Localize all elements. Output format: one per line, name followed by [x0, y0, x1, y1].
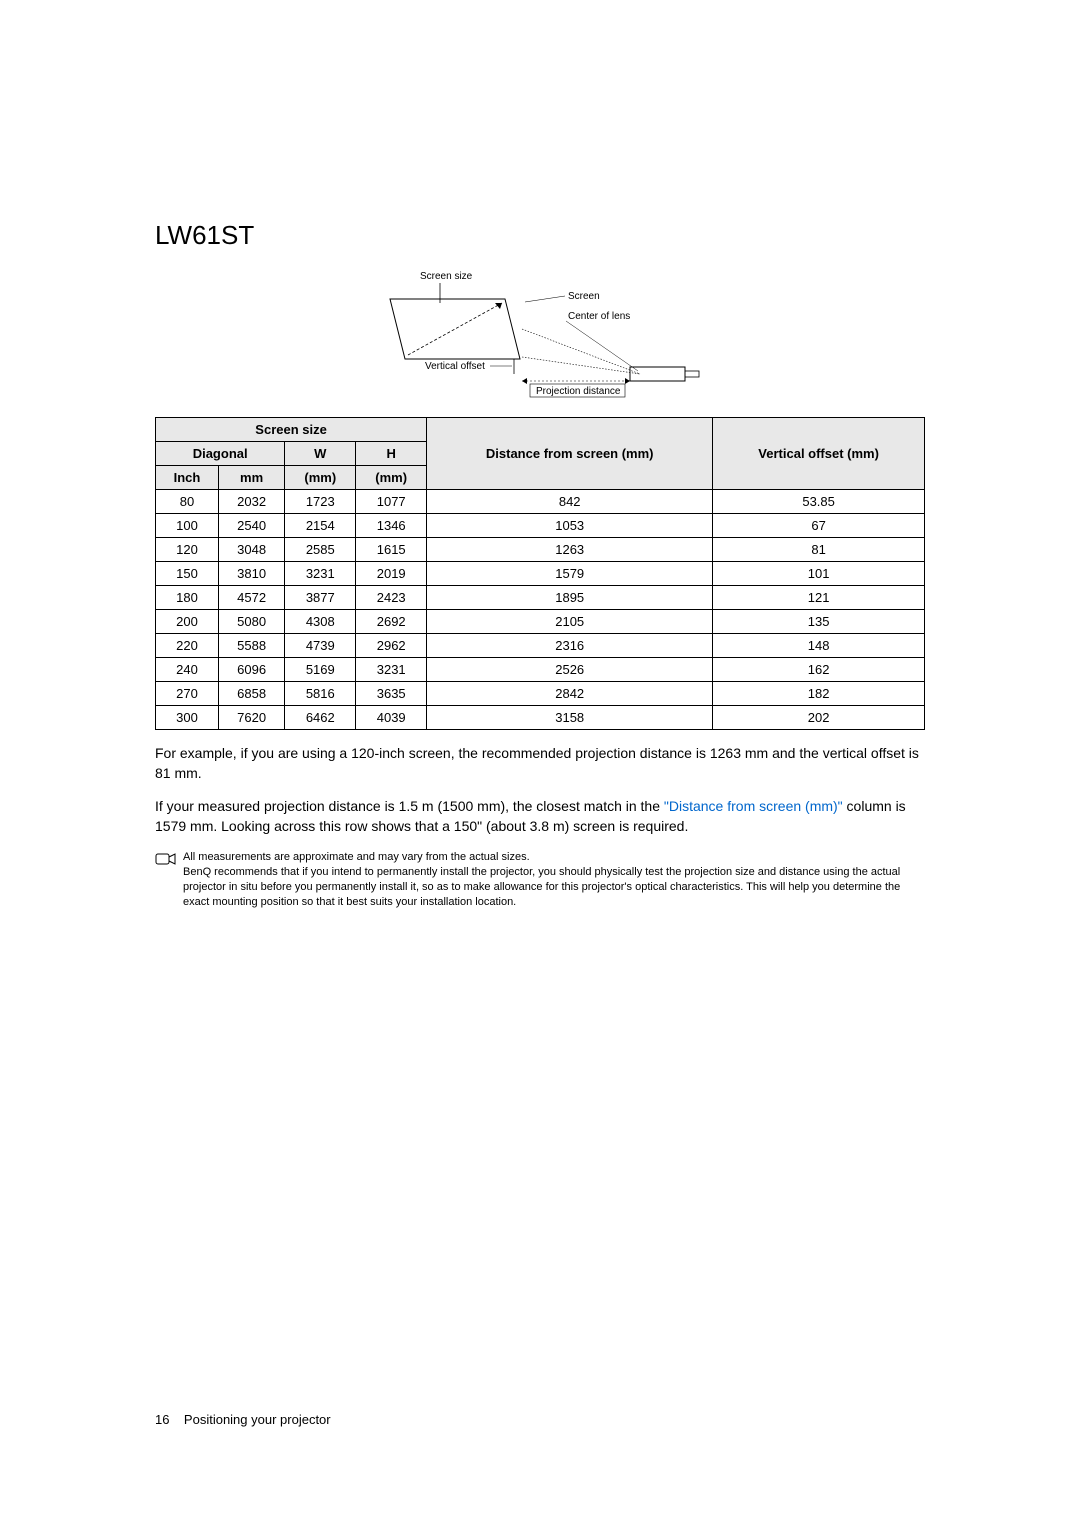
table-cell: 270	[156, 682, 219, 706]
table-cell: 1053	[427, 514, 713, 538]
table-cell: 2154	[285, 514, 356, 538]
table-cell: 2316	[427, 634, 713, 658]
table-cell: 5816	[285, 682, 356, 706]
table-cell: 150	[156, 562, 219, 586]
table-cell: 101	[713, 562, 925, 586]
table-cell: 240	[156, 658, 219, 682]
th-diagonal: Diagonal	[156, 442, 285, 466]
table-cell: 53.85	[713, 490, 925, 514]
label-vertical-offset: Vertical offset	[425, 361, 485, 372]
table-cell: 1895	[427, 586, 713, 610]
table-cell: 148	[713, 634, 925, 658]
table-row: 2005080430826922105135	[156, 610, 925, 634]
th-mm: mm	[218, 466, 284, 490]
note-icon	[155, 852, 177, 871]
table-cell: 1579	[427, 562, 713, 586]
projection-diagram: Screen size Screen Center of lens Vertic…	[330, 269, 750, 399]
section-name: Positioning your projector	[184, 1412, 331, 1427]
th-h-mm: (mm)	[356, 466, 427, 490]
table-cell: 2423	[356, 586, 427, 610]
th-w: W	[285, 442, 356, 466]
table-row: 8020321723107784253.85	[156, 490, 925, 514]
table-cell: 4572	[218, 586, 284, 610]
example-paragraph-2: If your measured projection distance is …	[155, 797, 925, 836]
example-paragraph-1: For example, if you are using a 120-inch…	[155, 744, 925, 783]
table-cell: 1077	[356, 490, 427, 514]
table-row: 1503810323120191579101	[156, 562, 925, 586]
table-cell: 180	[156, 586, 219, 610]
table-cell: 3810	[218, 562, 284, 586]
table-cell: 135	[713, 610, 925, 634]
table-cell: 5080	[218, 610, 284, 634]
table-cell: 4039	[356, 706, 427, 730]
table-row: 3007620646240393158202	[156, 706, 925, 730]
table-cell: 3158	[427, 706, 713, 730]
th-distance: Distance from screen (mm)	[427, 418, 713, 490]
table-cell: 121	[713, 586, 925, 610]
para2-pre: If your measured projection distance is …	[155, 798, 664, 814]
table-cell: 81	[713, 538, 925, 562]
table-cell: 120	[156, 538, 219, 562]
table-row: 2706858581636352842182	[156, 682, 925, 706]
table-row: 120304825851615126381	[156, 538, 925, 562]
table-cell: 3877	[285, 586, 356, 610]
table-cell: 5588	[218, 634, 284, 658]
table-cell: 6096	[218, 658, 284, 682]
table-cell: 162	[713, 658, 925, 682]
table-cell: 1723	[285, 490, 356, 514]
table-cell: 3048	[218, 538, 284, 562]
table-cell: 6858	[218, 682, 284, 706]
table-row: 1804572387724231895121	[156, 586, 925, 610]
table-cell: 202	[713, 706, 925, 730]
table-cell: 1263	[427, 538, 713, 562]
table-cell: 2540	[218, 514, 284, 538]
note-line-1: All measurements are approximate and may…	[183, 850, 925, 865]
th-w-mm: (mm)	[285, 466, 356, 490]
table-cell: 1615	[356, 538, 427, 562]
table-cell: 67	[713, 514, 925, 538]
page-number: 16	[155, 1412, 169, 1427]
table-cell: 2526	[427, 658, 713, 682]
table-row: 2205588473929622316148	[156, 634, 925, 658]
table-cell: 200	[156, 610, 219, 634]
table-cell: 3231	[285, 562, 356, 586]
table-cell: 2032	[218, 490, 284, 514]
table-cell: 182	[713, 682, 925, 706]
table-cell: 2585	[285, 538, 356, 562]
page-footer: 16 Positioning your projector	[155, 1412, 331, 1427]
table-cell: 220	[156, 634, 219, 658]
label-screen-size: Screen size	[420, 271, 473, 282]
label-center-of-lens: Center of lens	[568, 311, 630, 322]
table-cell: 2692	[356, 610, 427, 634]
table-row: 2406096516932312526162	[156, 658, 925, 682]
screen-size-table: Screen size Distance from screen (mm) Ve…	[155, 417, 925, 730]
label-screen: Screen	[568, 291, 600, 302]
distance-link[interactable]: "Distance from screen (mm)"	[664, 798, 843, 814]
table-cell: 7620	[218, 706, 284, 730]
note-text: All measurements are approximate and may…	[183, 850, 925, 909]
table-cell: 6462	[285, 706, 356, 730]
note-line-2: BenQ recommends that if you intend to pe…	[183, 865, 925, 910]
label-projection-distance: Projection distance	[536, 386, 621, 397]
table-cell: 3231	[356, 658, 427, 682]
table-cell: 2842	[427, 682, 713, 706]
page-title: LW61ST	[155, 220, 925, 251]
table-cell: 2105	[427, 610, 713, 634]
table-cell: 100	[156, 514, 219, 538]
table-cell: 80	[156, 490, 219, 514]
table-cell: 2962	[356, 634, 427, 658]
th-vertical-offset: Vertical offset (mm)	[713, 418, 925, 490]
table-cell: 5169	[285, 658, 356, 682]
table-cell: 2019	[356, 562, 427, 586]
table-cell: 300	[156, 706, 219, 730]
table-cell: 4739	[285, 634, 356, 658]
table-cell: 3635	[356, 682, 427, 706]
th-screen-size: Screen size	[156, 418, 427, 442]
table-cell: 4308	[285, 610, 356, 634]
th-h: H	[356, 442, 427, 466]
table-cell: 842	[427, 490, 713, 514]
table-cell: 1346	[356, 514, 427, 538]
th-inch: Inch	[156, 466, 219, 490]
table-row: 100254021541346105367	[156, 514, 925, 538]
